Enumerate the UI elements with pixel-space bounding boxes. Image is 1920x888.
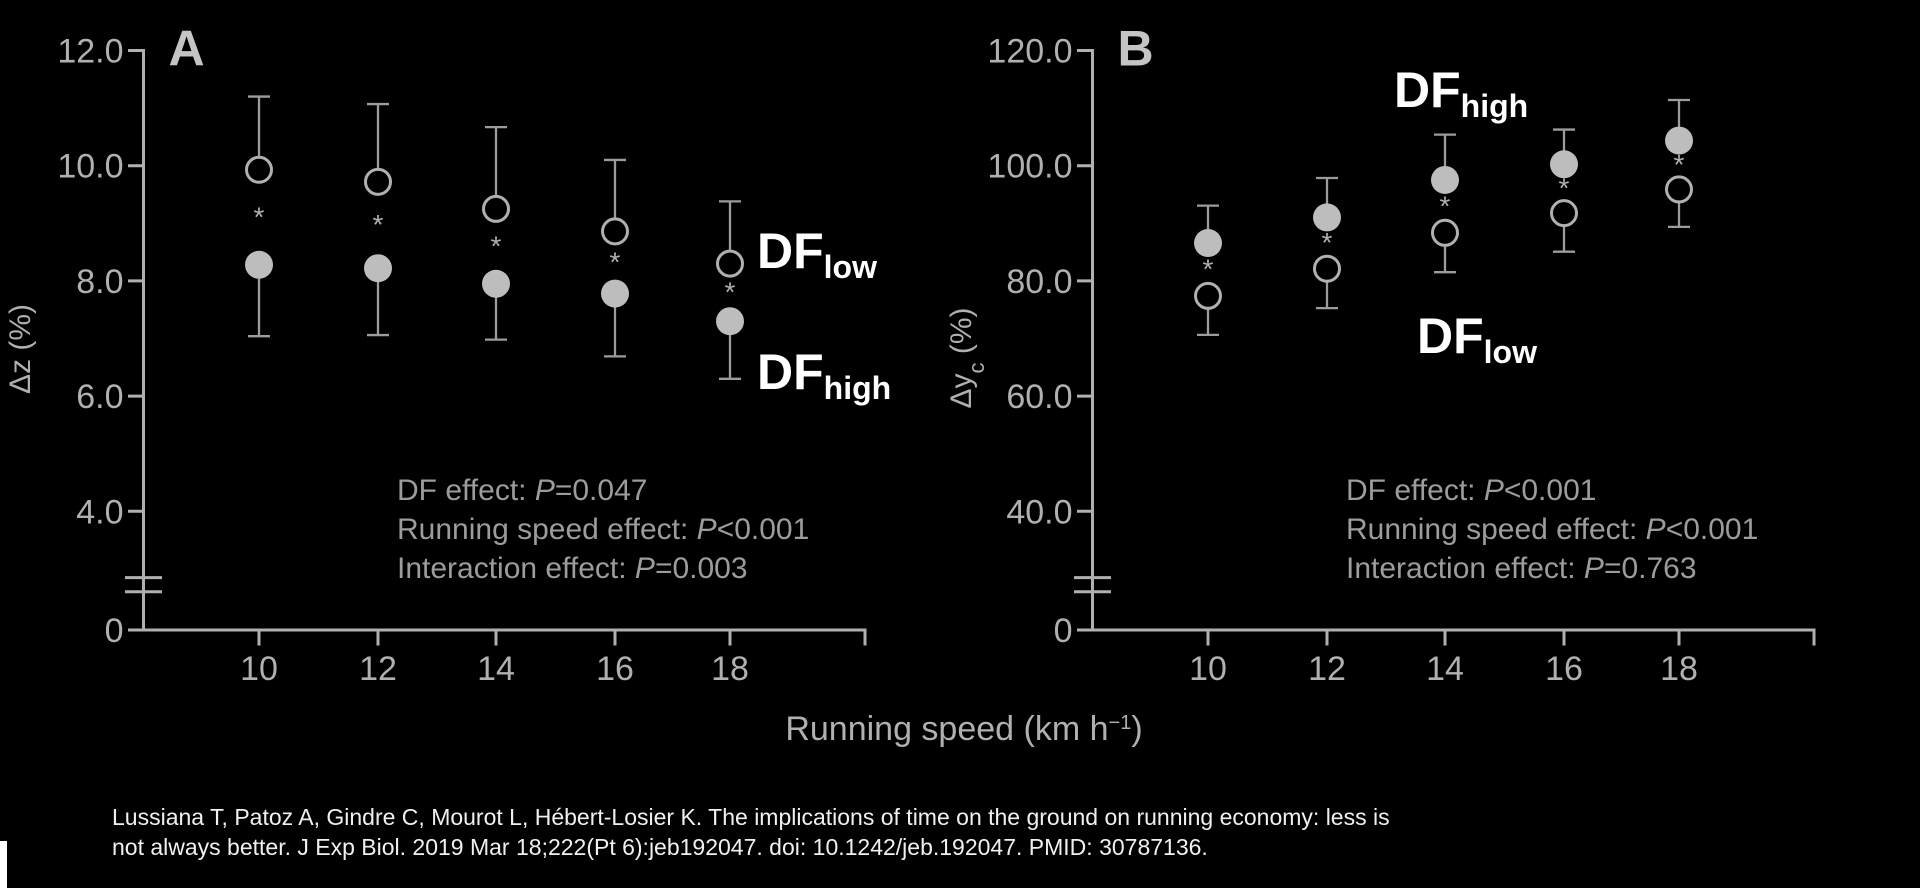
svg-text:*: * bbox=[610, 246, 621, 277]
svg-text:12.0: 12.0 bbox=[57, 33, 123, 71]
svg-text:0: 0 bbox=[105, 612, 124, 650]
svg-text:18: 18 bbox=[711, 650, 749, 688]
svg-text:DF effect: P<0.001: DF effect: P<0.001 bbox=[1346, 474, 1596, 507]
svg-text:60.0: 60.0 bbox=[1006, 378, 1072, 416]
svg-text:16: 16 bbox=[1545, 650, 1583, 688]
svg-text:Interaction effect: P=0.763: Interaction effect: P=0.763 bbox=[1346, 552, 1697, 585]
svg-text:Interaction effect: P=0.003: Interaction effect: P=0.003 bbox=[397, 552, 748, 585]
svg-text:8.0: 8.0 bbox=[76, 263, 123, 301]
svg-text:14: 14 bbox=[477, 650, 515, 688]
svg-text:Δz (%): Δz (%) bbox=[4, 304, 37, 394]
svg-text:*: * bbox=[491, 230, 502, 261]
svg-text:6.0: 6.0 bbox=[76, 378, 123, 416]
svg-text:100.0: 100.0 bbox=[987, 148, 1072, 186]
svg-text:DF effect: P=0.047: DF effect: P=0.047 bbox=[397, 474, 647, 507]
svg-text:10: 10 bbox=[240, 650, 278, 688]
svg-text:*: * bbox=[725, 276, 736, 307]
svg-text:*: * bbox=[1203, 253, 1214, 284]
svg-text:10: 10 bbox=[1189, 650, 1227, 688]
svg-text:4.0: 4.0 bbox=[76, 493, 123, 531]
svg-text:18: 18 bbox=[1660, 650, 1698, 688]
svg-text:12: 12 bbox=[359, 650, 397, 688]
svg-text:*: * bbox=[1440, 190, 1451, 221]
svg-text:0: 0 bbox=[1054, 612, 1073, 650]
svg-text:80.0: 80.0 bbox=[1006, 263, 1072, 301]
svg-text:*: * bbox=[254, 201, 265, 232]
svg-text:B: B bbox=[1118, 21, 1154, 77]
svg-text:*: * bbox=[1322, 227, 1333, 258]
svg-text:A: A bbox=[169, 21, 205, 77]
svg-text:12: 12 bbox=[1308, 650, 1346, 688]
svg-text:16: 16 bbox=[596, 650, 634, 688]
svg-text:Lussiana T, Patoz A, Gindre C,: Lussiana T, Patoz A, Gindre C, Mourot L,… bbox=[112, 804, 1390, 830]
svg-text:*: * bbox=[1559, 173, 1570, 204]
svg-text:10.0: 10.0 bbox=[57, 148, 123, 186]
svg-text:14: 14 bbox=[1426, 650, 1464, 688]
svg-text:Running speed (km h−1): Running speed (km h−1) bbox=[785, 710, 1142, 748]
svg-text:Running speed effect: P<0.001: Running speed effect: P<0.001 bbox=[1346, 513, 1758, 546]
svg-text:*: * bbox=[1674, 149, 1685, 180]
svg-text:not always better. J Exp Biol.: not always better. J Exp Biol. 2019 Mar … bbox=[112, 834, 1208, 860]
svg-text:120.0: 120.0 bbox=[987, 33, 1072, 71]
svg-text:*: * bbox=[373, 209, 384, 240]
svg-text:Running speed effect: P<0.001: Running speed effect: P<0.001 bbox=[397, 513, 809, 546]
svg-text:40.0: 40.0 bbox=[1006, 493, 1072, 531]
